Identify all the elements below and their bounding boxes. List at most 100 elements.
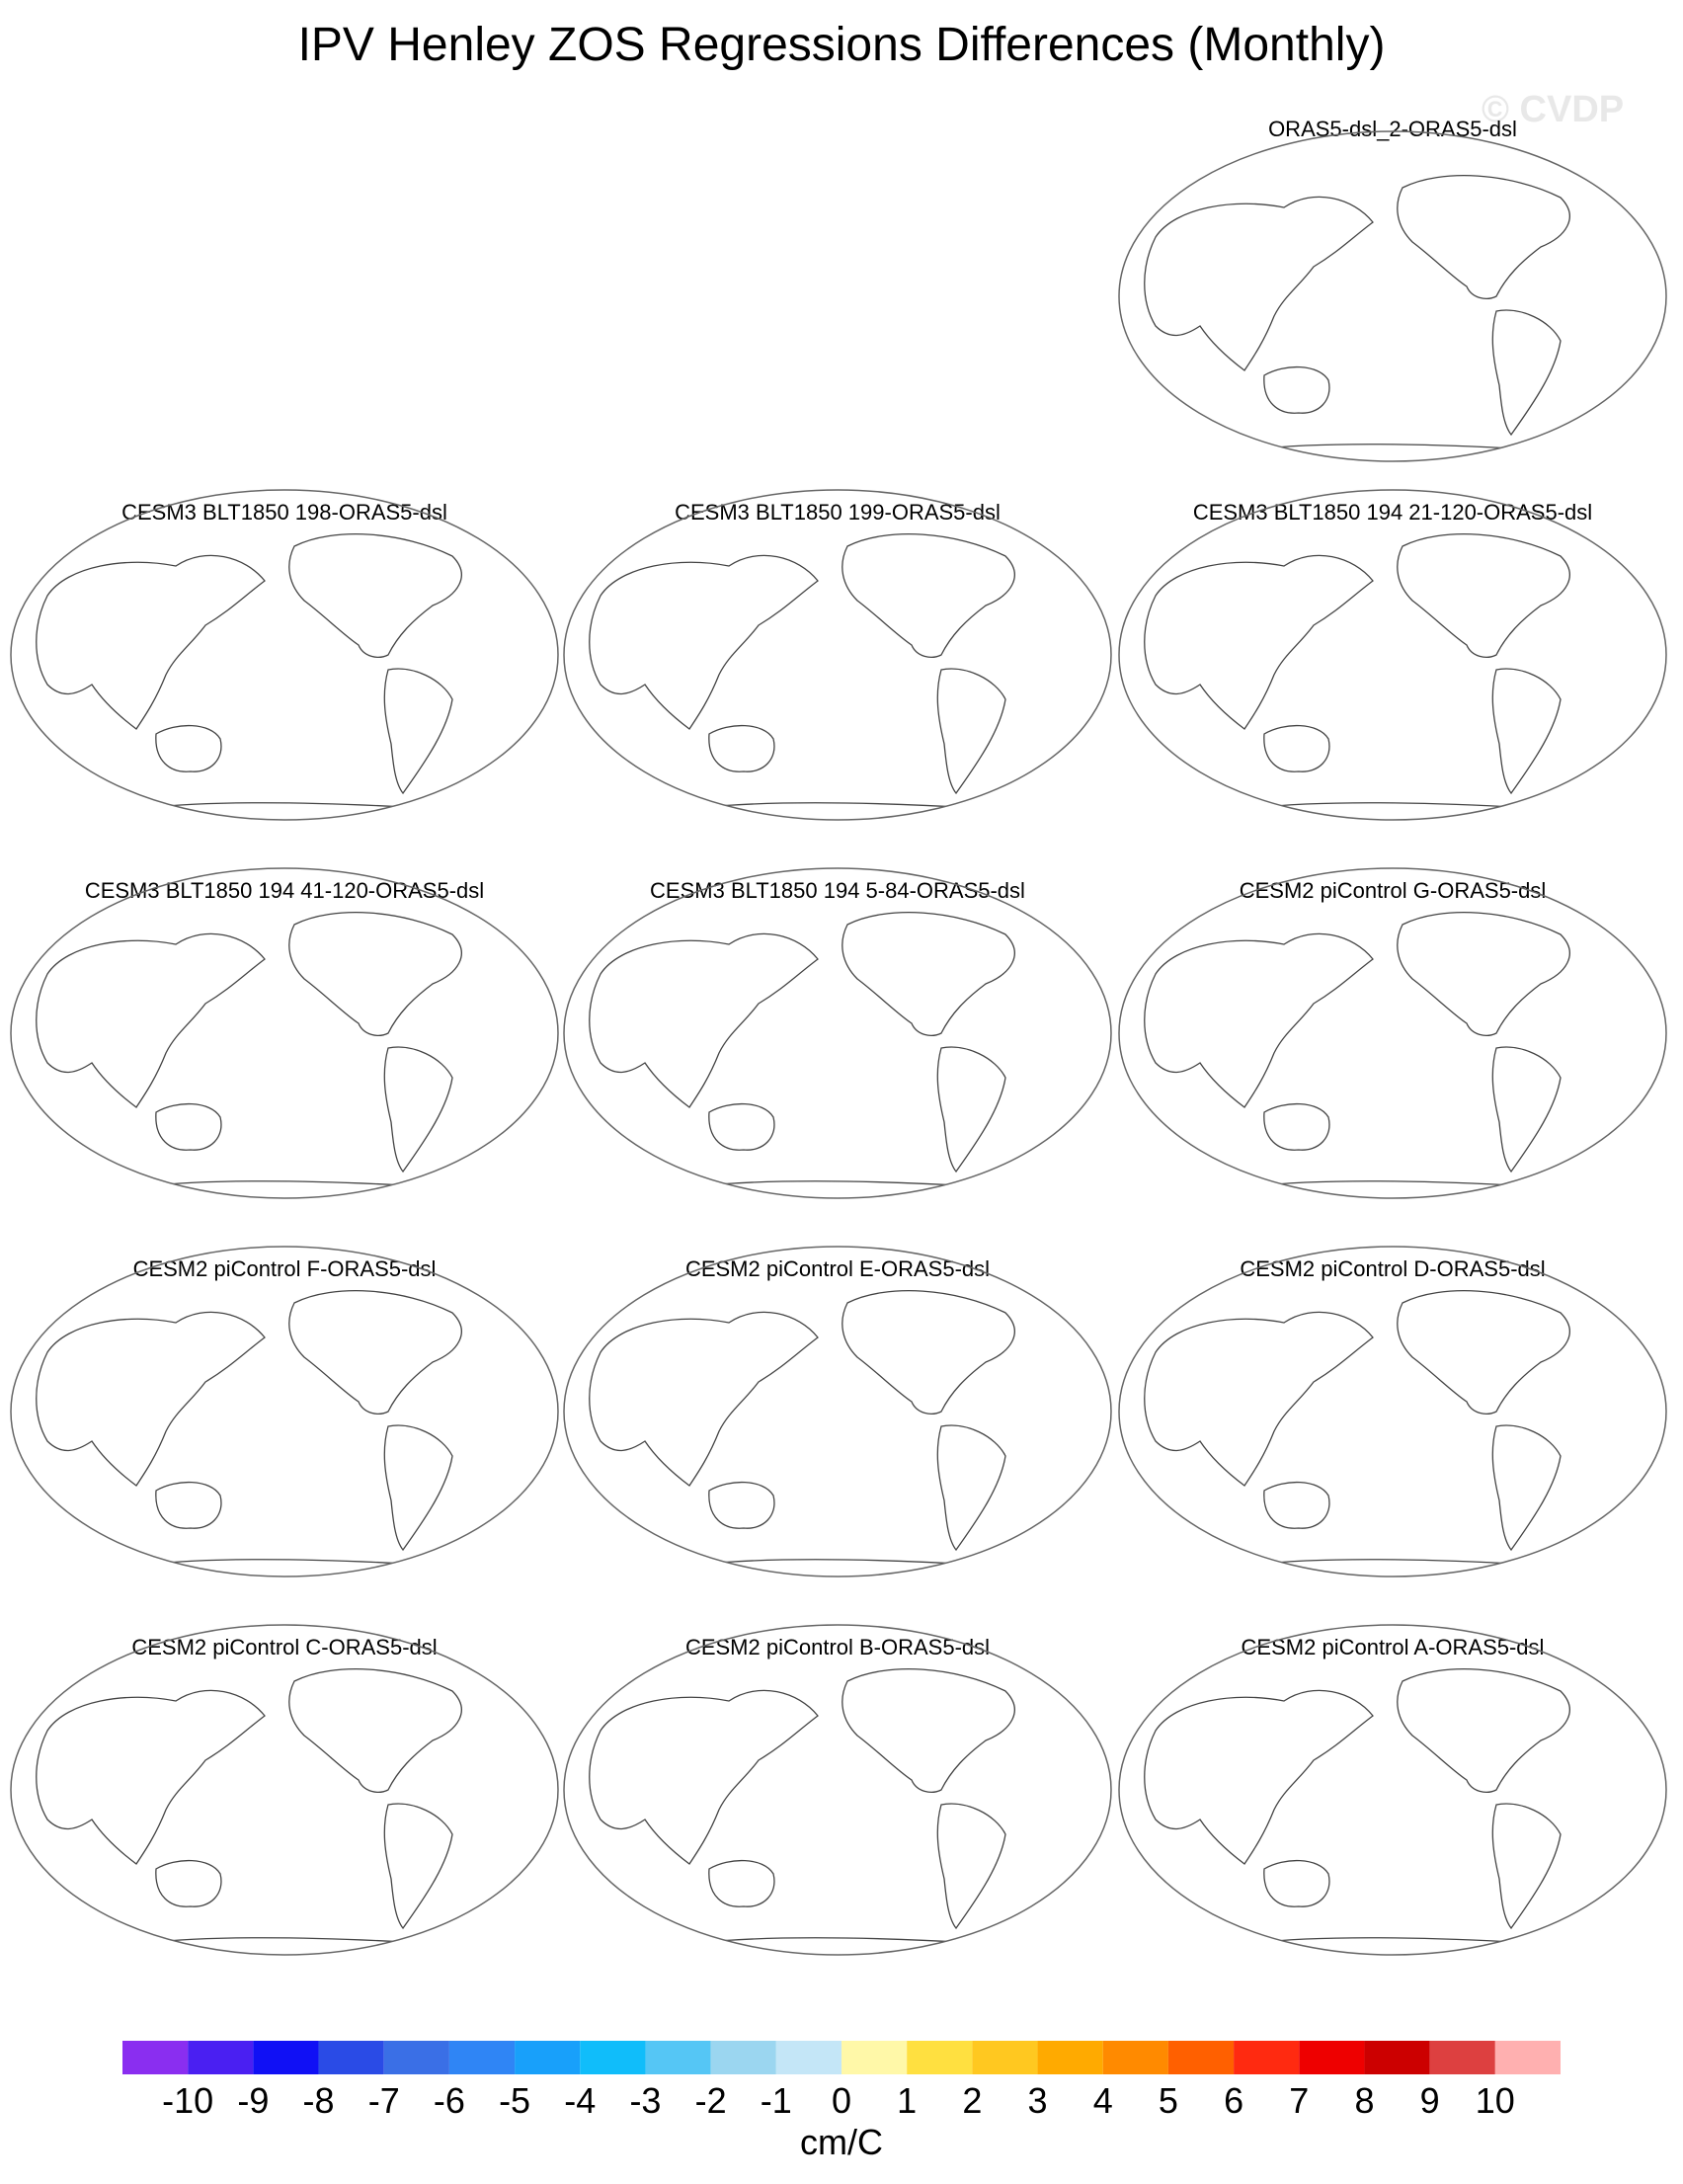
coastline bbox=[288, 1668, 462, 1793]
colorbar-box bbox=[1037, 2041, 1103, 2074]
panel-title: CESM2 piControl F-ORAS5-dsl bbox=[132, 1256, 437, 1281]
colorbar-label: 2 bbox=[962, 2080, 983, 2121]
map-border bbox=[1118, 130, 1667, 462]
panel-title: CESM2 piControl B-ORAS5-dsl bbox=[684, 1635, 991, 1659]
coastline bbox=[383, 1046, 453, 1173]
coastline bbox=[288, 912, 462, 1036]
coastline bbox=[145, 1937, 424, 1944]
colorbar-box bbox=[775, 2041, 842, 2074]
map-border bbox=[1118, 489, 1667, 821]
coastline bbox=[936, 1803, 1006, 1930]
coastline bbox=[698, 1180, 977, 1187]
coastline bbox=[1397, 912, 1570, 1036]
coastline bbox=[145, 1180, 424, 1187]
world-map bbox=[563, 1624, 1112, 1956]
coastline bbox=[1491, 1424, 1562, 1552]
colorbar-box bbox=[515, 2041, 581, 2074]
coastline bbox=[155, 1859, 222, 1907]
colorbar-label: -9 bbox=[237, 2080, 270, 2121]
coastline bbox=[589, 1311, 819, 1487]
map-border bbox=[10, 867, 559, 1199]
panel-title: ORAS5-dsl_2-ORAS5-dsl bbox=[1268, 117, 1517, 141]
coastline bbox=[155, 724, 222, 772]
coastline bbox=[383, 1803, 453, 1930]
colorbar-box bbox=[383, 2041, 449, 2074]
world-map bbox=[1118, 867, 1667, 1199]
coastline bbox=[36, 1689, 266, 1865]
page-title: IPV Henley ZOS Regressions Differences (… bbox=[297, 19, 1386, 71]
coastline bbox=[1144, 1689, 1374, 1865]
world-map bbox=[10, 489, 559, 821]
map-border bbox=[10, 489, 559, 821]
colorbar-box bbox=[1429, 2041, 1495, 2074]
colorbar-box bbox=[1494, 2041, 1561, 2074]
coastline bbox=[698, 802, 977, 809]
panel-title: CESM2 piControl D-ORAS5-dsl bbox=[1240, 1256, 1546, 1281]
coastline bbox=[383, 1424, 453, 1552]
map-border bbox=[563, 489, 1112, 821]
panel-title: CESM2 piControl A-ORAS5-dsl bbox=[1241, 1635, 1545, 1659]
coastline bbox=[1253, 802, 1532, 809]
coastline bbox=[145, 1559, 424, 1566]
coastline bbox=[708, 1102, 775, 1151]
watermark: © CVDP bbox=[1482, 89, 1625, 130]
coastline bbox=[589, 1689, 819, 1865]
colorbar-label: 8 bbox=[1354, 2080, 1375, 2121]
map-border bbox=[1118, 1624, 1667, 1956]
coastline bbox=[155, 1481, 222, 1529]
colorbar-label: 6 bbox=[1224, 2080, 1244, 2121]
colorbar-box bbox=[188, 2041, 254, 2074]
coastline bbox=[708, 724, 775, 772]
panel-title: CESM3 BLT1850 194 5-84-ORAS5-dsl bbox=[650, 878, 1025, 903]
colorbar-label: -2 bbox=[694, 2080, 727, 2121]
coastline bbox=[698, 1559, 977, 1566]
coastline bbox=[1253, 1180, 1532, 1187]
world-map bbox=[563, 867, 1112, 1199]
colorbar-box bbox=[1234, 2041, 1300, 2074]
colorbar-label: -1 bbox=[760, 2080, 792, 2121]
colorbar-label: 1 bbox=[897, 2080, 918, 2121]
map-border bbox=[563, 1246, 1112, 1577]
colorbar-label: -8 bbox=[302, 2080, 335, 2121]
colorbar-box bbox=[1299, 2041, 1365, 2074]
world-map bbox=[563, 1246, 1112, 1577]
colorbar-label: -10 bbox=[162, 2080, 214, 2121]
coastline bbox=[1397, 175, 1570, 299]
colorbar-label: 3 bbox=[1027, 2080, 1048, 2121]
map-border bbox=[563, 867, 1112, 1199]
world-map bbox=[563, 489, 1112, 821]
coastline bbox=[936, 668, 1006, 795]
coastline bbox=[589, 932, 819, 1108]
colorbar-box bbox=[253, 2041, 319, 2074]
coastline bbox=[708, 1481, 775, 1529]
coastline bbox=[1144, 1311, 1374, 1487]
world-map bbox=[10, 1246, 559, 1577]
coastline bbox=[842, 1290, 1015, 1415]
panel-title: CESM2 piControl G-ORAS5-dsl bbox=[1239, 878, 1547, 903]
coastline bbox=[1253, 444, 1532, 450]
map-border bbox=[10, 1624, 559, 1956]
map-border bbox=[563, 1624, 1112, 1956]
colorbar-box bbox=[1102, 2041, 1168, 2074]
colorbar-label: -7 bbox=[367, 2080, 400, 2121]
colorbar-box bbox=[842, 2041, 908, 2074]
coastline bbox=[1263, 1102, 1330, 1151]
colorbar-box bbox=[972, 2041, 1038, 2074]
world-map bbox=[10, 1624, 559, 1956]
coastline bbox=[589, 554, 819, 730]
colorbar-label: -4 bbox=[564, 2080, 597, 2121]
colorbar-label: 4 bbox=[1092, 2080, 1113, 2121]
coastline bbox=[1491, 1046, 1562, 1173]
colorbar-box bbox=[907, 2041, 973, 2074]
coastline bbox=[145, 802, 424, 809]
colorbar-label: 9 bbox=[1419, 2080, 1440, 2121]
coastline bbox=[36, 1311, 266, 1487]
colorbar-label: 0 bbox=[831, 2080, 852, 2121]
coastline bbox=[1253, 1559, 1532, 1566]
coastline bbox=[708, 1859, 775, 1907]
coastline bbox=[1263, 1481, 1330, 1529]
panel-title: CESM2 piControl E-ORAS5-dsl bbox=[684, 1256, 991, 1281]
colorbar-box bbox=[645, 2041, 711, 2074]
colorbar-box bbox=[448, 2041, 516, 2074]
colorbar-label: -3 bbox=[629, 2080, 662, 2121]
